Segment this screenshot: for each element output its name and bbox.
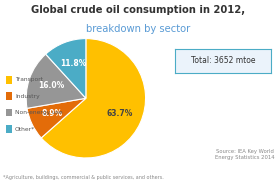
- Text: *Agriculture, buildings, commercial & public services, and others.: *Agriculture, buildings, commercial & pu…: [3, 175, 163, 180]
- Text: Non-energy use: Non-energy use: [15, 110, 63, 115]
- Text: Source: IEA Key World
Energy Statistics 2014: Source: IEA Key World Energy Statistics …: [215, 149, 274, 160]
- Text: breakdown by sector: breakdown by sector: [86, 24, 191, 34]
- Text: Total: 3652 mtoe: Total: 3652 mtoe: [191, 56, 255, 66]
- Wedge shape: [46, 39, 86, 98]
- Wedge shape: [27, 98, 86, 138]
- Text: 16.0%: 16.0%: [38, 81, 64, 90]
- Text: Other*: Other*: [15, 126, 35, 132]
- Text: 8.9%: 8.9%: [42, 109, 63, 118]
- Text: 63.7%: 63.7%: [106, 109, 133, 118]
- Text: Global crude oil consumption in 2012,: Global crude oil consumption in 2012,: [31, 5, 246, 15]
- Text: Transport: Transport: [15, 77, 43, 82]
- Wedge shape: [41, 39, 146, 158]
- Text: 11.8%: 11.8%: [60, 59, 86, 68]
- Text: Industry: Industry: [15, 94, 40, 99]
- Wedge shape: [26, 54, 86, 108]
